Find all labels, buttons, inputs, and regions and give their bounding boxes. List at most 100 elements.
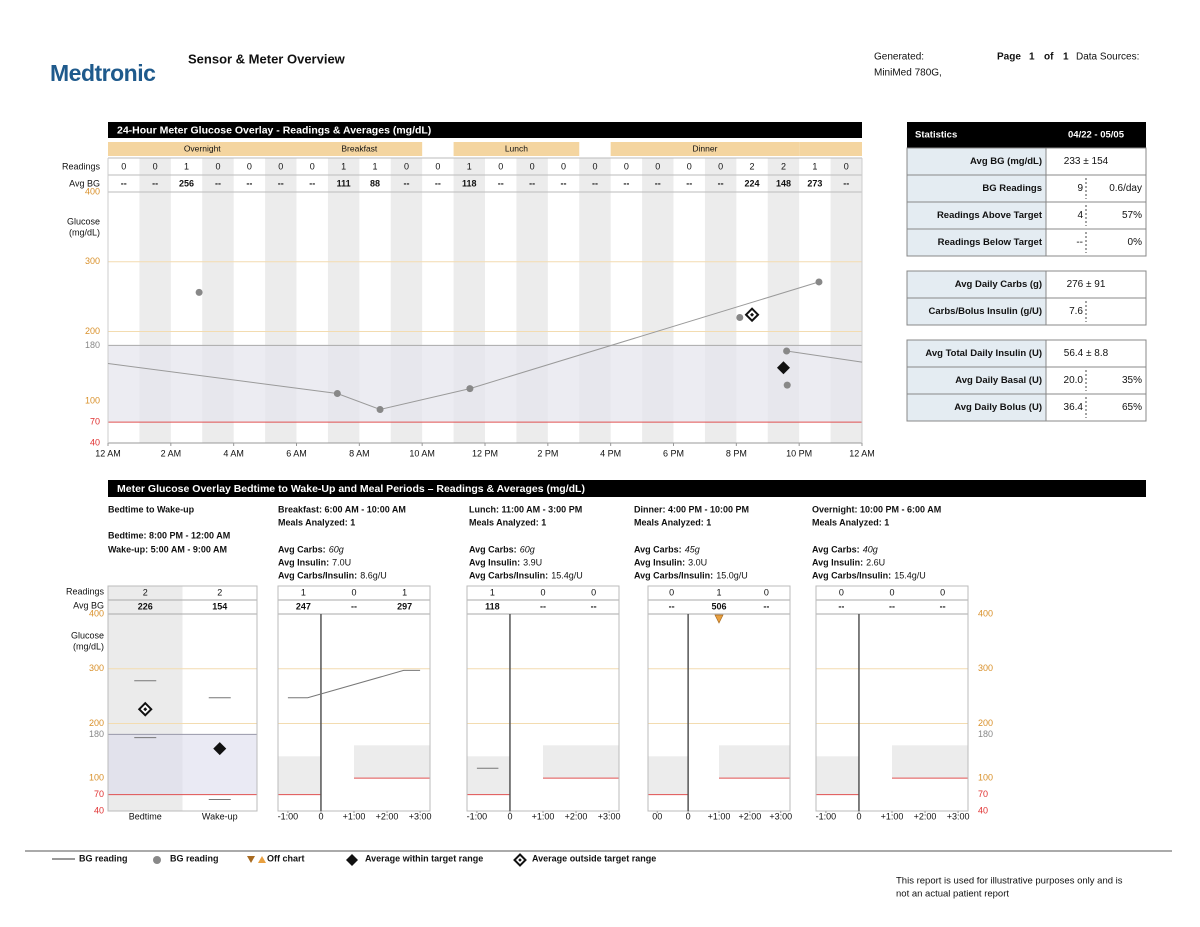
avg-bg: --: [121, 178, 127, 188]
reading-count: 2: [143, 587, 148, 597]
bg-reading: [783, 381, 791, 389]
reading-count: 0: [940, 587, 945, 597]
reading-count: 0: [655, 161, 660, 171]
reading-count: 0: [839, 587, 844, 597]
avg-bg: 88: [370, 178, 380, 188]
stats-value-cell: [1045, 297, 1147, 326]
stats-value-cell: [1045, 393, 1147, 422]
reading-count: 0: [215, 161, 220, 171]
x-tick-label: 0: [856, 811, 861, 821]
reading-count: 0: [121, 161, 126, 171]
meal-stat-value: 3.0U: [688, 557, 707, 567]
period-label: Breakfast: [341, 143, 378, 153]
reading-count: 0: [498, 161, 503, 171]
avg-bg: --: [838, 601, 844, 611]
section-title-bar: [108, 122, 862, 138]
average-in-range: [213, 742, 227, 756]
avg-bg: --: [843, 178, 849, 188]
meal-stat-label: Avg Carbs/Insulin:: [278, 570, 357, 580]
stats-value: 20.0: [1064, 375, 1084, 386]
avg-bg: 224: [745, 178, 760, 188]
avg-bg: --: [278, 178, 284, 188]
period-band: [296, 142, 423, 156]
meals-analyzed: Meals Analyzed: 1: [812, 517, 889, 527]
avg-bg: 148: [776, 178, 791, 188]
avg-bg: --: [669, 601, 675, 611]
x-tick-label: +3:00: [409, 811, 432, 821]
y-tick-label: 100: [85, 396, 100, 406]
reading-count: 1: [490, 587, 495, 597]
x-tick-label: -1:00: [816, 811, 837, 821]
meal-stat-value: 40g: [863, 544, 878, 554]
avg-bg: 297: [397, 601, 412, 611]
row-label: Readings: [62, 161, 101, 171]
meal-stat-value: 45g: [685, 544, 700, 554]
y-tick-label: 200: [978, 718, 993, 728]
period-label: Lunch: [505, 143, 528, 153]
meal-stat-label: Avg Carbs:: [812, 544, 860, 554]
avg-bg: --: [435, 178, 441, 188]
reading-count: 0: [718, 161, 723, 171]
stats-value: 276 ± 91: [1067, 279, 1106, 290]
avg-bg: --: [686, 178, 692, 188]
meal-stat-value: 15.0g/U: [716, 570, 748, 580]
meal-stat-value: 2.6U: [866, 557, 885, 567]
avg-bg: 111: [337, 178, 351, 188]
section-title: Meter Glucose Overlay Bedtime to Wake-Up…: [117, 483, 585, 495]
report-title: Sensor & Meter Overview: [188, 51, 346, 66]
meal-stat-label: Avg Insulin:: [469, 557, 520, 567]
x-tick-label: +2:00: [914, 811, 937, 821]
off-chart-marker: [714, 614, 724, 624]
meal-stat-value: 7.0U: [332, 557, 351, 567]
legend-label: Average outside target range: [532, 853, 656, 863]
stats-label: Avg Daily Bolus (U): [954, 402, 1042, 413]
stats-header-label: Statistics: [915, 130, 957, 141]
x-tick-label: 6 PM: [663, 448, 684, 458]
avg-bg: --: [561, 178, 567, 188]
stats-label: Avg BG (mg/dL): [970, 156, 1042, 167]
reading-count: 1: [812, 161, 817, 171]
x-tick-label: -1:00: [467, 811, 488, 821]
reading-count: 1: [373, 161, 378, 171]
x-tick-label: +3:00: [769, 811, 792, 821]
avg-bg: --: [309, 178, 315, 188]
meal-stat-value: 3.9U: [523, 557, 542, 567]
reading-count: 0: [351, 587, 356, 597]
avg-bg: 247: [296, 601, 311, 611]
x-tick-label: 12 PM: [472, 448, 498, 458]
stats-value: --: [1076, 237, 1083, 248]
reading-count: 2: [750, 161, 755, 171]
reading-count: 0: [624, 161, 629, 171]
avg-bg: --: [655, 178, 661, 188]
y-axis-label: Glucose: [71, 630, 104, 640]
reading-count: 1: [184, 161, 189, 171]
stats-label-cell: [906, 297, 1047, 326]
meal-stat-label: Avg Insulin:: [278, 557, 329, 567]
avg-bg: --: [215, 178, 221, 188]
meal-stat-value: 8.6g/U: [360, 570, 387, 580]
y-tick-label: 300: [85, 256, 100, 266]
reading-count: 0: [404, 161, 409, 171]
panel-frame: [107, 585, 258, 812]
avg-bg: --: [889, 601, 895, 611]
section-title: 24-Hour Meter Glucose Overlay - Readings…: [117, 124, 431, 136]
y-tick-label: 200: [85, 326, 100, 336]
y-tick-label: 40: [94, 805, 104, 815]
y-tick-label: 70: [978, 789, 988, 799]
legend-offchart-icon: [258, 856, 266, 863]
stats-label-cell: [906, 366, 1047, 395]
meal-stat-value: 60g: [329, 544, 344, 554]
stats-label: Avg Daily Basal (U): [955, 375, 1042, 386]
y-tick-label: 400: [85, 186, 100, 196]
stats-value: 0%: [1128, 237, 1143, 248]
stats-value: 35%: [1122, 375, 1142, 386]
stats-value-cell: [1045, 339, 1147, 368]
period-band: [799, 142, 862, 156]
reading-count: 0: [530, 161, 535, 171]
data-sources-label: Data Sources:: [1076, 52, 1139, 63]
stats-header-dates: 04/22 - 05/05: [1068, 130, 1125, 141]
stats-value: 4: [1077, 210, 1083, 221]
y-tick-label: 200: [89, 718, 104, 728]
